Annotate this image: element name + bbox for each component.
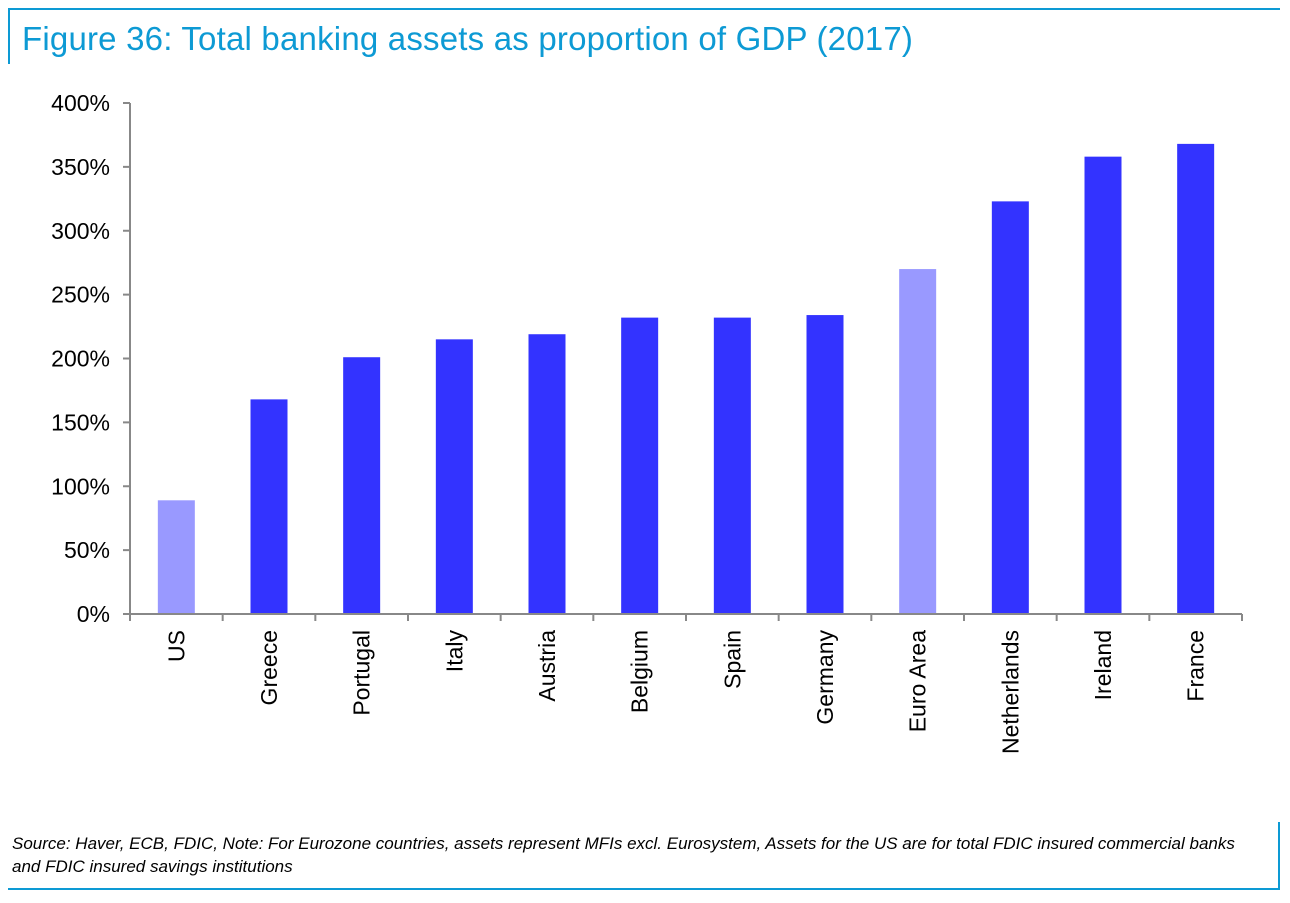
y-tick-label: 200% <box>51 346 110 372</box>
x-tick-label: US <box>163 630 189 662</box>
bar-spain <box>713 317 751 614</box>
x-tick-label: Netherlands <box>997 630 1023 754</box>
y-tick-label: 0% <box>77 601 110 627</box>
header-side-rule <box>8 8 10 64</box>
header-rule <box>8 8 1280 10</box>
bar-series <box>157 143 1215 614</box>
x-tick-label: Belgium <box>627 630 653 713</box>
x-tick-label: Portugal <box>349 630 375 716</box>
x-tick-label: Austria <box>534 630 560 702</box>
figure-header: Figure 36: Total banking assets as propo… <box>8 8 1280 64</box>
bar-netherlands <box>991 201 1029 614</box>
x-tick-label: Greece <box>256 630 282 705</box>
y-tick-label: 100% <box>51 473 110 499</box>
bar-us <box>157 500 195 614</box>
figure-title: Figure 36: Total banking assets as propo… <box>22 20 914 57</box>
bar-austria <box>528 334 566 614</box>
figure-footer: Source: Haver, ECB, FDIC, Note: For Euro… <box>8 822 1280 890</box>
bar-belgium <box>621 317 659 614</box>
y-tick-label: 250% <box>51 282 110 308</box>
x-tick-label: Ireland <box>1090 630 1116 700</box>
x-tick-label: Italy <box>441 630 467 673</box>
y-tick-label: 150% <box>51 409 110 435</box>
y-axis: 0% 50% 100% 150% 200% 250% 300% 350% 400% <box>51 90 131 627</box>
bar-greece <box>250 399 288 614</box>
footer-side-rule <box>1278 822 1280 890</box>
bar-germany <box>806 315 844 614</box>
footer-rule <box>8 888 1280 890</box>
bar-ireland <box>1084 156 1122 614</box>
y-tick-label: 400% <box>51 90 110 116</box>
bar-chart: 0% 50% 100% 150% 200% 250% 300% 350% 400% US Gree… <box>51 90 1243 754</box>
x-axis: US Greece Portugal Italy Austria Belgium Spain… <box>129 613 1243 754</box>
x-tick-label: France <box>1183 630 1209 702</box>
bar-france <box>1177 143 1215 614</box>
x-tick-label: Spain <box>719 630 745 689</box>
y-tick-label: 300% <box>51 218 110 244</box>
bar-euro-area <box>899 269 937 614</box>
y-tick-label: 50% <box>64 537 110 563</box>
bar-portugal <box>343 357 381 614</box>
source-note: Source: Haver, ECB, FDIC, Note: For Euro… <box>12 834 1235 876</box>
y-tick-label: 350% <box>51 154 110 180</box>
bar-italy <box>435 339 473 614</box>
x-tick-label: Germany <box>812 630 838 725</box>
x-tick-label: Euro Area <box>905 630 931 732</box>
